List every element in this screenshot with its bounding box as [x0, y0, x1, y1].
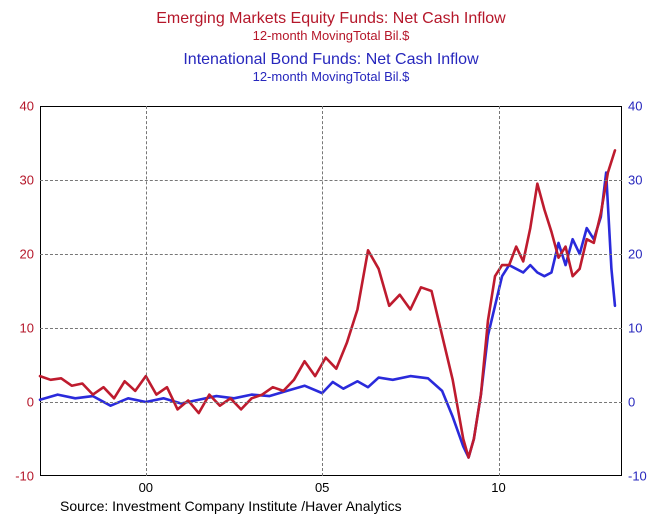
- series1-line: [40, 150, 615, 457]
- gridline-y: [40, 328, 622, 329]
- series1-subtitle: 12-month MovingTotal Bil.$: [0, 28, 662, 43]
- ytick-right: 20: [622, 247, 642, 262]
- gridline-y: [40, 180, 622, 181]
- ytick-right: 40: [622, 99, 642, 114]
- xtick-label: 10: [491, 476, 505, 495]
- chart-svg: [40, 106, 622, 476]
- xtick-label: 05: [315, 476, 329, 495]
- series2-line: [40, 173, 615, 458]
- gridline-y: [40, 402, 622, 403]
- ytick-left: -10: [15, 469, 40, 484]
- titles-block: Emerging Markets Equity Funds: Net Cash …: [0, 10, 662, 84]
- series2-subtitle: 12-month MovingTotal Bil.$: [0, 69, 662, 84]
- gridline-x: [499, 106, 500, 476]
- ytick-left: 0: [27, 395, 40, 410]
- gridline-x: [146, 106, 147, 476]
- ytick-right: -10: [622, 469, 647, 484]
- xtick-label: 00: [139, 476, 153, 495]
- series2-title: Intenational Bond Funds: Net Cash Inflow: [0, 51, 662, 69]
- gridline-y: [40, 254, 622, 255]
- chart-container: Emerging Markets Equity Funds: Net Cash …: [0, 0, 662, 521]
- ytick-right: 0: [622, 395, 635, 410]
- series1-title: Emerging Markets Equity Funds: Net Cash …: [0, 10, 662, 28]
- plot-area: -10-10001010202030304040000510: [40, 106, 622, 476]
- ytick-left: 30: [20, 173, 40, 188]
- ytick-left: 40: [20, 99, 40, 114]
- ytick-left: 20: [20, 247, 40, 262]
- ytick-right: 10: [622, 321, 642, 336]
- ytick-right: 30: [622, 173, 642, 188]
- ytick-left: 10: [20, 321, 40, 336]
- gridline-x: [322, 106, 323, 476]
- source-text: Source: Investment Company Institute /Ha…: [60, 498, 402, 514]
